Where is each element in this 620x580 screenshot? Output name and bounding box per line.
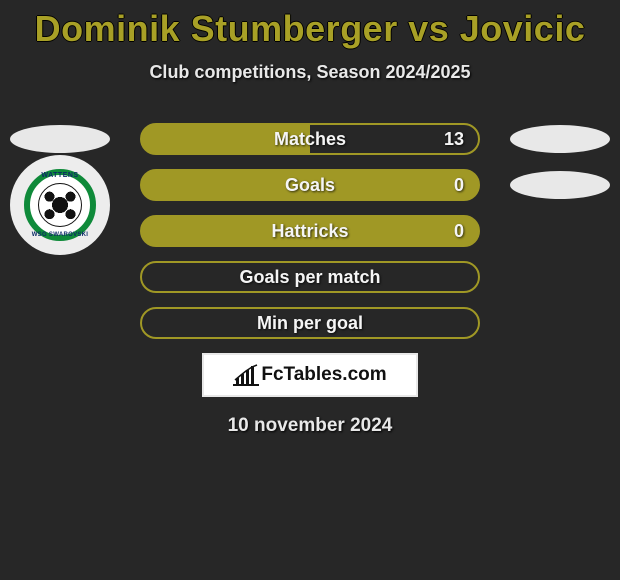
soccer-ball-icon	[38, 183, 82, 227]
stat-row: Hattricks 0	[140, 215, 480, 247]
stat-row: Min per goal	[140, 307, 480, 339]
stat-label: Goals	[285, 175, 335, 196]
stat-label: Min per goal	[257, 313, 363, 334]
stat-row: Goals per match	[140, 261, 480, 293]
subtitle: Club competitions, Season 2024/2025	[0, 62, 620, 83]
stat-value: 0	[454, 175, 464, 196]
stat-label: Matches	[274, 129, 346, 150]
date-label: 10 november 2024	[0, 415, 620, 437]
player-right-oval	[510, 171, 610, 199]
bar-chart-icon	[233, 364, 259, 386]
brand-box[interactable]: FcTables.com	[202, 353, 418, 397]
team-logo-text-top: WATTENS	[41, 172, 78, 179]
stat-label: Hattricks	[271, 221, 348, 242]
stats-rows: Matches13WATTENSWSG SWAROVSKIGoals0Hattr…	[0, 123, 620, 339]
player-right-oval	[510, 125, 610, 153]
stat-pill: Matches 13	[140, 123, 480, 155]
stat-row: WATTENSWSG SWAROVSKIGoals0	[140, 169, 480, 201]
stat-pill: Min per goal	[140, 307, 480, 339]
stat-pill: Goals per match	[140, 261, 480, 293]
stat-row: Matches 13	[140, 123, 480, 155]
stat-label: Goals per match	[239, 267, 380, 288]
player-left-oval	[10, 125, 110, 153]
stat-value: 13	[444, 129, 464, 150]
brand-box-inner: FcTables.com	[204, 355, 416, 395]
page-title: Dominik Stumberger vs Jovicic	[0, 0, 620, 50]
stat-pill: Hattricks 0	[140, 215, 480, 247]
brand-label: FcTables.com	[261, 364, 386, 386]
team-logo-ring: WATTENS WSG SWAROVSKI	[24, 169, 96, 241]
stat-pill: Goals 0	[140, 169, 480, 201]
team-logo-left: WATTENS WSG SWAROVSKI	[10, 155, 110, 255]
team-logo-text-bottom: WSG SWAROVSKI	[32, 232, 89, 238]
stat-value: 0	[454, 221, 464, 242]
